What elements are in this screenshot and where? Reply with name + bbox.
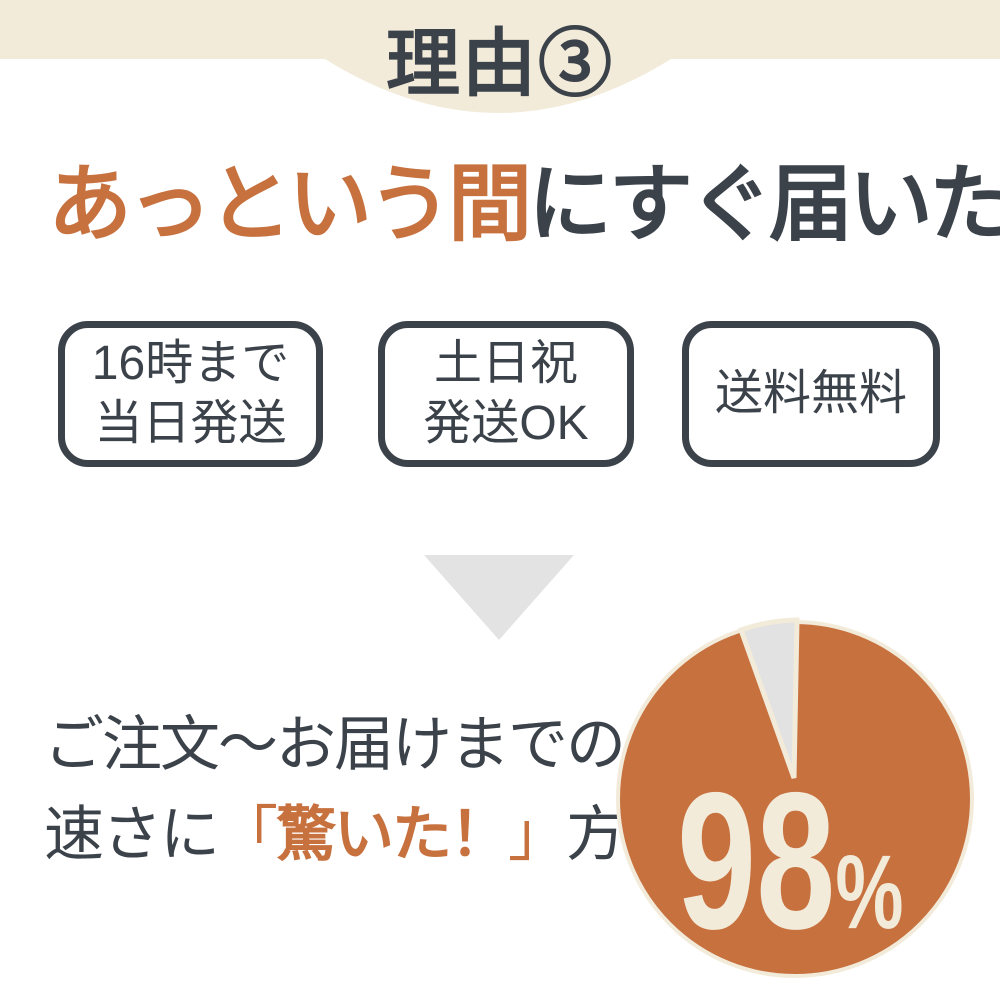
pie-value-percent: % <box>835 834 904 951</box>
badge-weekend-shipping: 土日祝 発送OK <box>378 321 634 467</box>
badge-line: 16時まで <box>91 337 290 390</box>
reason-title: 理由③ <box>386 22 614 105</box>
stat-highlight: 驚いた！ <box>276 801 510 868</box>
header-band-shape <box>0 0 1000 113</box>
stat-line2-prefix: 速さに <box>44 801 220 868</box>
pie-value-number: 98 <box>677 752 836 970</box>
badge-free-shipping: 送料無料 <box>682 321 940 467</box>
badge-line: 当日発送 <box>94 397 287 450</box>
stat-line1: ご注文～お届けまでの <box>44 711 626 778</box>
header-band <box>0 0 1000 113</box>
headline: あっという間にすぐ届いた！ <box>48 154 1000 255</box>
badge-line: 送料無料 <box>714 367 907 420</box>
down-arrow-shape <box>424 555 574 640</box>
badge-same-day-shipping: 16時まで 当日発送 <box>58 321 323 467</box>
stat-line2: 速さに「驚いた！」方 <box>44 790 626 880</box>
down-arrow-icon <box>424 555 574 640</box>
stat-line2-suffix: 方 <box>566 801 626 868</box>
stat-bracket-open: 「 <box>218 801 278 868</box>
badge-line: 発送OK <box>423 397 589 450</box>
headline-highlight: あっという間 <box>48 157 532 251</box>
pie-slice-other <box>737 617 800 779</box>
pie-svg <box>616 617 974 978</box>
pie-chart: 98% <box>605 609 985 989</box>
stat-bracket-close: 」 <box>508 801 568 868</box>
stat-text: ご注文～お届けまでの 速さに「驚いた！」方 <box>44 700 626 880</box>
badge-line: 土日祝 <box>433 337 578 390</box>
pie-value: 98% <box>677 764 904 959</box>
headline-rest: にすぐ届いた！ <box>528 157 1000 251</box>
